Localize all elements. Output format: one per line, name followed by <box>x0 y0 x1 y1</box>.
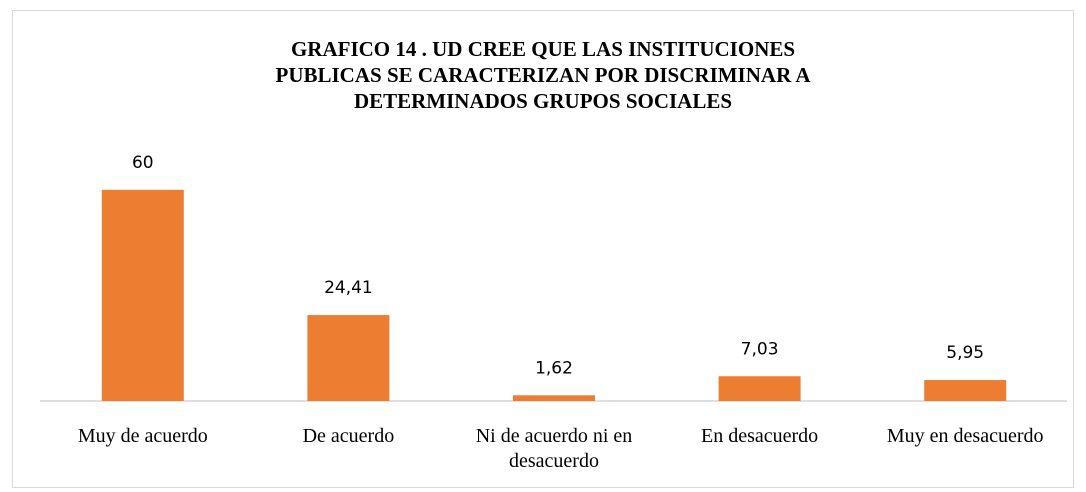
bar <box>307 315 390 401</box>
x-tick-label: Muy en desacuerdo <box>886 425 1044 447</box>
bar <box>924 380 1007 401</box>
x-tick-label: Ni de acuerdo ni en desacuerdo <box>475 425 633 472</box>
chart-title: GRAFICO 14 . UD CREE QUE LAS INSTITUCION… <box>275 37 811 113</box>
bar <box>718 376 801 401</box>
bar <box>513 395 595 401</box>
bar <box>101 189 184 401</box>
value-label: 1,62 <box>535 358 573 378</box>
x-tick-label: De acuerdo <box>302 425 395 447</box>
x-tick-label: Muy de acuerdo <box>77 425 208 447</box>
value-label: 5,95 <box>946 343 984 363</box>
value-label: 60 <box>132 153 154 173</box>
x-tick-label: En desacuerdo <box>701 425 819 447</box>
value-label: 24,41 <box>324 278 373 298</box>
chart-frame <box>12 10 1074 488</box>
value-label: 7,03 <box>741 339 779 359</box>
